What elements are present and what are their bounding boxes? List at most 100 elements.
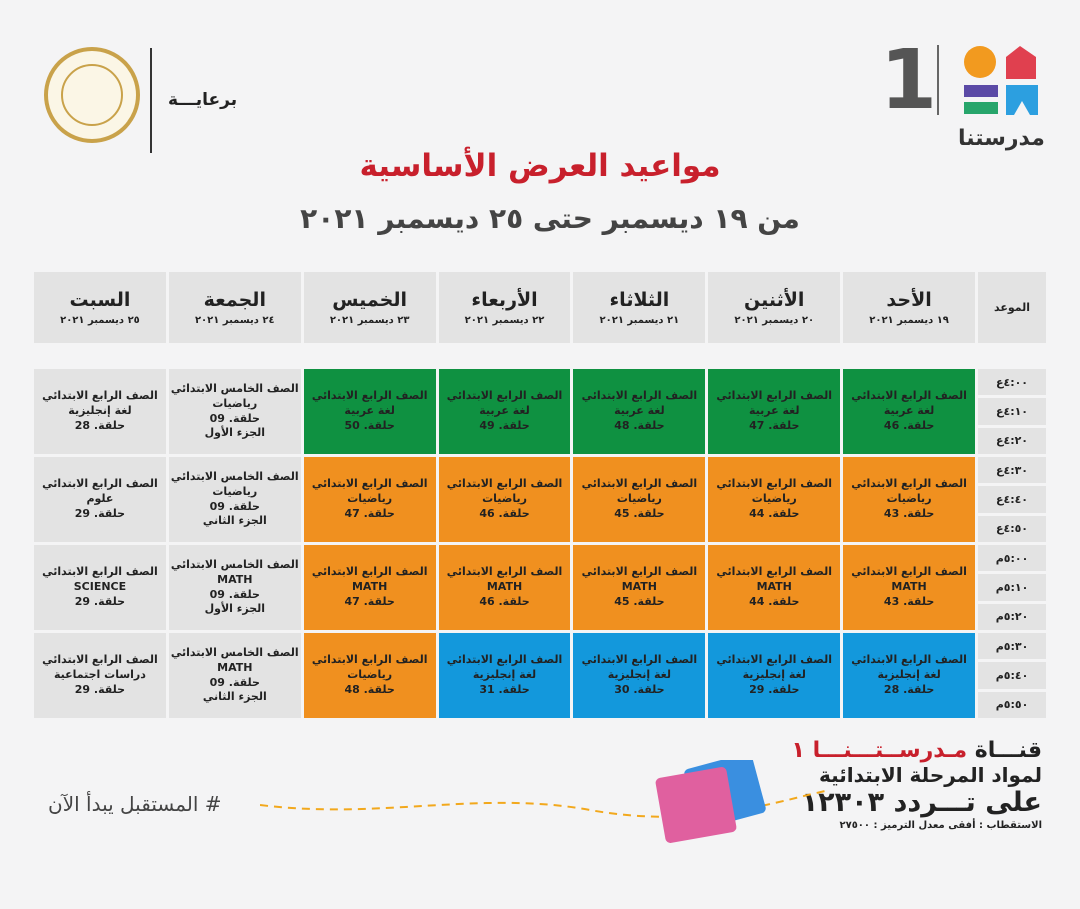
program-line: حلقة. 46	[479, 506, 530, 520]
program-cell: الصف الخامس الابتدائي MATH حلقة. 09 الجزء ا…	[168, 545, 301, 630]
program-line: لغة عربية	[614, 404, 665, 418]
program-cell: الصف الرابع الابتدائي رياضيات حلقة. 44	[708, 457, 841, 542]
program-cell: الصف الرابع الابتدائي لغة إنجليزية حلقة. 3…	[573, 633, 706, 718]
time-slot: ٤:٣٠ع	[978, 457, 1046, 484]
day-date: ٢٤ ديسمبر ٢٠٢١	[194, 315, 275, 326]
program-line: الصف الرابع الابتدائي	[446, 565, 563, 579]
day-date: ٢٥ ديسمبر ٢٠٢١	[60, 315, 140, 326]
time-slot: ٤:١٠ع	[978, 398, 1046, 425]
program-line: الصف الرابع الابتدائي	[42, 653, 158, 667]
time-slot: ٥:٥٠م	[978, 691, 1046, 718]
program-cell: الصف الرابع الابتدائي MATH حلقة. 45	[573, 545, 706, 630]
program-line: حلقة. 09	[209, 587, 260, 601]
program-cell: الصف الرابع الابتدائي لغة إنجليزية حلقة. 2…	[708, 633, 841, 718]
day-header: الأثنين ٢٠ ديسمبر ٢٠٢١	[708, 272, 841, 343]
program-line: الصف الرابع الابتدائي	[446, 653, 563, 667]
program-cell: الصف الرابع الابتدائي لغة إنجليزية حلقة. 3…	[438, 633, 571, 718]
program-line: علوم	[86, 492, 114, 506]
channel-info: قنـــاة مـدرســتـــنـــا ١ لمواد المرحلة…	[792, 738, 1042, 831]
day-date: ٢٠ ديسمبر ٢٠٢١	[734, 315, 815, 326]
program-cell: الصف الرابع الابتدائي لغة عربية حلقة. 50	[303, 369, 436, 454]
day-name: الجمعة	[203, 289, 266, 311]
channel-name: مـدرســتـــنـــا ١	[791, 738, 968, 763]
program-line: الصف الرابع الابتدائي	[851, 653, 967, 667]
time-slot: ٤:٢٠ع	[978, 427, 1046, 454]
program-line: الجزء الأول	[204, 426, 266, 440]
program-cell: الصف الرابع الابتدائي رياضيات حلقة. 43	[843, 457, 975, 542]
program-line: رياضيات	[886, 492, 932, 506]
program-cell: الصف الرابع الابتدائي MATH حلقة. 47	[303, 545, 436, 630]
day-date: ٢٢ ديسمبر ٢٠٢١	[464, 315, 545, 326]
program-line: MATH	[621, 580, 658, 594]
program-line: حلقة. 47	[749, 418, 800, 432]
day-header: السبت ٢٥ ديسمبر ٢٠٢١	[34, 272, 166, 343]
day-header: الجمعة ٢٤ ديسمبر ٢٠٢١	[168, 272, 301, 343]
day-date: ١٩ ديسمبر ٢٠٢١	[869, 315, 949, 326]
program-line: لغة عربية	[344, 404, 395, 418]
program-line: الصف الرابع الابتدائي	[581, 389, 698, 403]
program-line: الصف الرابع الابتدائي	[851, 477, 967, 491]
program-line: الصف الرابع الابتدائي	[581, 653, 698, 667]
program-line: MATH	[486, 580, 523, 594]
program-line: الصف الرابع الابتدائي	[311, 653, 428, 667]
program-line: دراسات اجتماعية	[53, 668, 146, 682]
program-line: حلقة. 30	[614, 682, 665, 696]
hashtag-slogan: # المستقبل يبدأ الآن	[48, 792, 222, 816]
program-line: MATH	[756, 580, 792, 594]
program-line: لغة إنجليزية	[68, 404, 132, 418]
program-cell: الصف الرابع الابتدائي لغة عربية حلقة. 49	[438, 369, 571, 454]
program-line: الصف الرابع الابتدائي	[311, 477, 428, 491]
program-cell: الصف الرابع الابتدائي لغة عربية حلقة. 48	[573, 369, 706, 454]
program-line: حلقة. 48	[614, 418, 665, 432]
time-slot: ٥:٠٠م	[978, 545, 1046, 572]
sponsor-label: برعايـــة	[168, 90, 238, 110]
program-line: حلقة. 47	[344, 594, 395, 608]
program-cell: الصف الرابع الابتدائي رياضيات حلقة. 47	[303, 457, 436, 542]
program-line: الصف الرابع الابتدائي	[581, 565, 698, 579]
program-line: MATH	[217, 572, 253, 586]
day-name: الخميس	[332, 289, 407, 311]
day-header: الأربعاء ٢٢ ديسمبر ٢٠٢١	[438, 272, 571, 343]
program-line: الصف الخامس الابتدائي	[170, 469, 299, 483]
program-line: الصف الرابع الابتدائي	[446, 477, 563, 491]
program-line: رياضيات	[482, 492, 527, 506]
day-header: الخميس ٢٣ ديسمبر ٢٠٢١	[303, 272, 436, 343]
madrasetna-logo-icon	[964, 46, 1038, 115]
program-line: الصف الرابع الابتدائي	[716, 389, 833, 403]
time-slot: ٥:١٠م	[978, 574, 1046, 601]
program-line: MATH	[351, 580, 388, 594]
program-line: MATH	[891, 580, 927, 594]
page-title: مواعيد العرض الأساسية	[359, 148, 721, 184]
program-line: رياضيات	[212, 484, 258, 498]
program-cell: الصف الرابع الابتدائي لغة إنجليزية حلقة. 2…	[34, 369, 166, 454]
program-line: الصف الخامس الابتدائي	[170, 557, 299, 571]
program-line: رياضيات	[347, 668, 393, 682]
day-header: الأحد ١٩ ديسمبر ٢٠٢١	[843, 272, 975, 343]
channel-frequency: على تـــردد ١٢٣٠٣	[801, 787, 1042, 818]
program-cell: الصف الرابع الابتدائي MATH حلقة. 46	[438, 545, 571, 630]
program-line: الصف الرابع الابتدائي	[42, 477, 158, 491]
program-line: حلقة. 29	[749, 682, 800, 696]
program-line: SCIENCE	[73, 580, 127, 594]
program-line: حلقة. 47	[344, 506, 395, 520]
program-line: الصف الرابع الابتدائي	[446, 389, 563, 403]
time-slot: ٥:٢٠م	[978, 603, 1046, 630]
program-line: حلقة. 48	[344, 682, 395, 696]
day-header: الثلاثاء ٢١ ديسمبر ٢٠٢١	[573, 272, 706, 343]
page-subtitle: من ١٩ ديسمبر حتى ٢٥ ديسمبر ٢٠٢١	[300, 202, 800, 235]
program-line: حلقة. 43	[883, 506, 935, 520]
program-line: MATH	[217, 660, 253, 674]
day-name: الأحد	[886, 289, 932, 311]
channel-prefix: قنـــاة	[967, 738, 1042, 763]
program-line: حلقة. 29	[74, 594, 126, 608]
program-line: الصف الرابع الابتدائي	[851, 565, 967, 579]
program-line: الصف الرابع الابتدائي	[42, 565, 158, 579]
program-line: لغة عربية	[883, 404, 935, 418]
program-line: حلقة. 31	[479, 682, 530, 696]
time-slot: ٤:٠٠ع	[978, 369, 1046, 396]
program-line: حلقة. 29	[74, 506, 126, 520]
program-line: الصف الرابع الابتدائي	[42, 389, 158, 403]
time-slot: ٥:٤٠م	[978, 662, 1046, 689]
books-illustration-icon	[260, 760, 830, 843]
ministry-seal-logo	[44, 47, 140, 143]
